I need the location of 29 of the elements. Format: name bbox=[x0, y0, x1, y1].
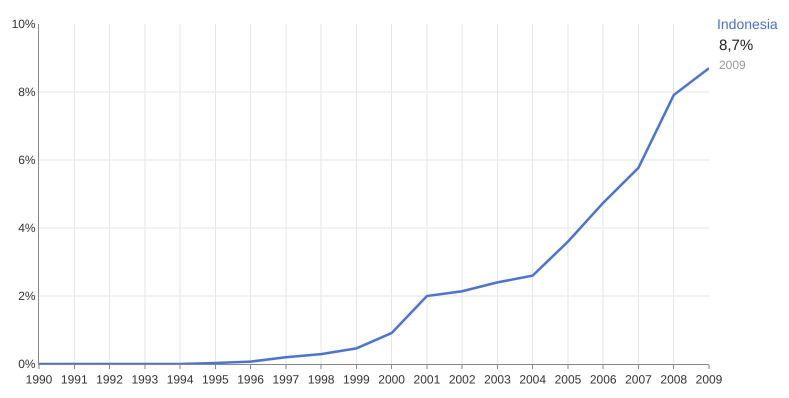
x-tick-label: 2003 bbox=[484, 372, 512, 386]
y-tick-label: 6% bbox=[18, 153, 36, 168]
x-tick-label: 1993 bbox=[131, 372, 158, 386]
x-tick-label: 1997 bbox=[272, 372, 300, 386]
x-tick-label: 2000 bbox=[378, 372, 406, 386]
x-tick-label: 2009 bbox=[696, 372, 723, 386]
x-tick-label: 1995 bbox=[202, 372, 229, 386]
x-tick-label: 2008 bbox=[660, 372, 688, 386]
y-tick-label: 2% bbox=[18, 289, 36, 304]
x-tick-label: 1996 bbox=[237, 372, 264, 386]
x-tick-label: 2005 bbox=[554, 372, 582, 386]
annotation: 8,7% bbox=[719, 37, 754, 54]
x-tick-label: 2004 bbox=[519, 372, 546, 386]
x-tick-label: 2007 bbox=[625, 372, 652, 386]
annotation: 2009 bbox=[719, 58, 746, 72]
x-tick-label: 2002 bbox=[448, 372, 476, 386]
x-tick-label: 2001 bbox=[414, 372, 441, 386]
y-tick-label: 0% bbox=[18, 357, 36, 372]
y-tick-label: 4% bbox=[18, 221, 36, 236]
x-tick-label: 1992 bbox=[96, 372, 124, 386]
x-tick-label: 1991 bbox=[60, 372, 88, 386]
y-tick-label: 10% bbox=[12, 17, 36, 32]
x-tick-label: 1994 bbox=[166, 372, 194, 386]
y-tick-label: 8% bbox=[18, 85, 36, 100]
x-tick-label: 1999 bbox=[343, 372, 370, 386]
x-tick-label: 2006 bbox=[590, 372, 617, 386]
text: Indonesia bbox=[717, 16, 778, 32]
x-tick-label: 1990 bbox=[26, 372, 53, 386]
x-tick-label: 1998 bbox=[308, 372, 335, 386]
